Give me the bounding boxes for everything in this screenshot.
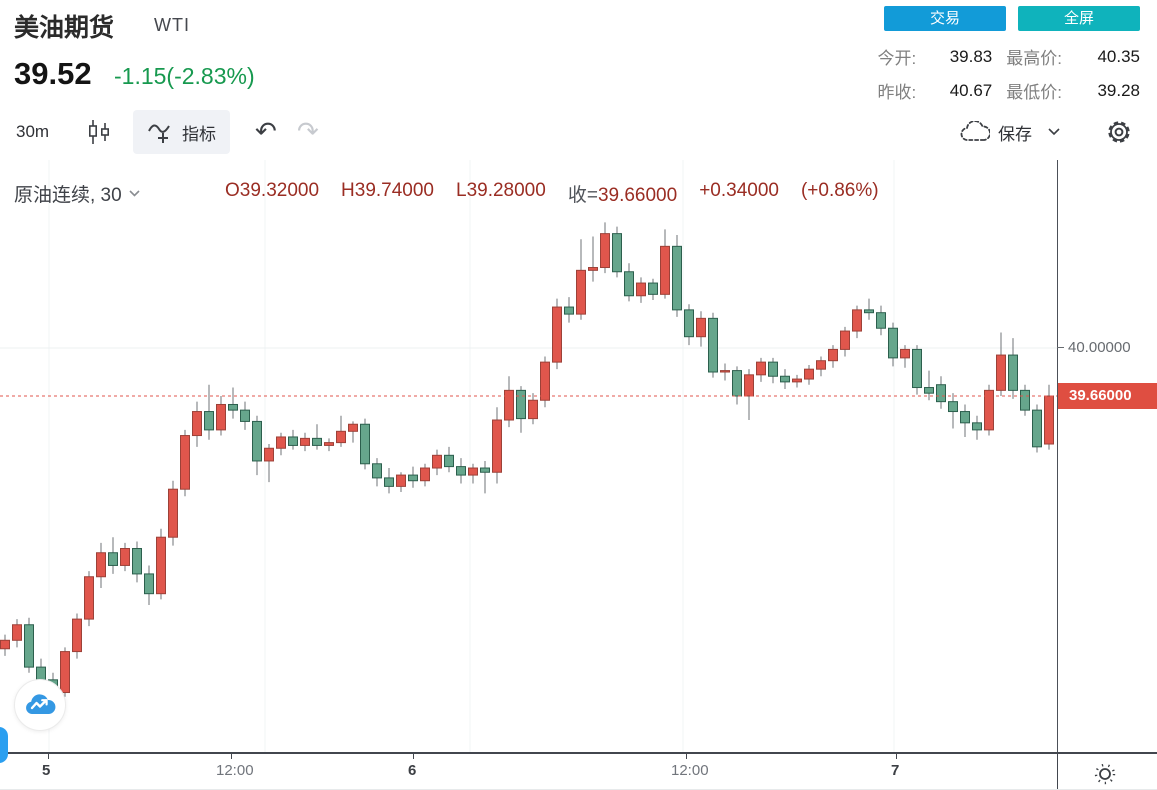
legend-open: O39.32000 <box>225 180 320 201</box>
gear-icon[interactable] <box>1104 117 1134 147</box>
chart-provider-logo[interactable] <box>14 679 66 731</box>
daily-stats: 今开: 39.83 最高价: 40.35 昨收: 40.67 最低价: 39.2… <box>878 44 1140 103</box>
stat-prevclose-value: 40.67 <box>949 80 993 100</box>
time-axis-tick <box>896 754 897 759</box>
time-axis-label: 5 <box>42 762 51 779</box>
save-layout-button[interactable]: 保存 <box>960 108 1060 156</box>
legend-symbol-label: 原油连续, 30 <box>14 185 122 206</box>
save-label: 保存 <box>998 124 1032 144</box>
time-axis-tick <box>48 754 49 759</box>
indicators-label: 指标 <box>182 124 216 144</box>
candlestick-style-icon[interactable] <box>86 119 112 145</box>
legend-high: H39.74000 <box>341 180 434 201</box>
stat-open-label: 今开: <box>877 49 917 68</box>
indicator-wave-plus-icon <box>148 124 170 143</box>
stat-open-value: 39.83 <box>949 46 993 66</box>
last-price: 39.52 <box>14 56 92 91</box>
symbol-code: WTI <box>154 15 190 35</box>
stat-low-label: 最低价: <box>1006 83 1062 102</box>
page-title: 美油期货 <box>14 14 115 42</box>
time-axis-tick <box>413 754 414 759</box>
fullscreen-button[interactable]: 全屏 <box>1018 6 1140 31</box>
sun-icon[interactable] <box>1090 761 1120 787</box>
price-axis-label: 40.00000 <box>1068 339 1131 356</box>
price-axis[interactable] <box>1057 160 1058 789</box>
undo-icon[interactable]: ↶ <box>255 116 277 146</box>
legend-close: 收=39.66000 <box>567 185 678 206</box>
axis-corner-separator <box>1057 754 1058 789</box>
cloud-chart-logo-icon <box>26 694 56 714</box>
time-axis-label: 7 <box>891 762 900 779</box>
candlestick-chart-svg <box>0 160 1057 752</box>
stat-prevclose-label: 昨收: <box>877 83 917 102</box>
time-axis-label: 12:00 <box>216 762 254 779</box>
last-price-tag: 39.66000 <box>1058 383 1157 409</box>
chevron-down-icon <box>129 190 140 197</box>
chevron-down-icon <box>1048 128 1060 136</box>
time-axis[interactable]: 5 12:00 6 12:00 7 <box>0 752 1157 789</box>
redo-icon[interactable]: ↷ <box>297 116 319 146</box>
legend-change-pct: (+0.86%) <box>800 180 879 201</box>
stat-high-value: 40.35 <box>1097 46 1140 66</box>
time-axis-label: 12:00 <box>671 762 709 779</box>
trade-button[interactable]: 交易 <box>884 6 1006 31</box>
stat-high-label: 最高价: <box>1006 49 1062 68</box>
candlestick-chart[interactable] <box>0 160 1058 752</box>
time-axis-label: 6 <box>408 762 417 779</box>
stat-low-value: 39.28 <box>1097 80 1140 100</box>
left-edge-blue-tab[interactable] <box>0 727 8 763</box>
chart-legend-symbol[interactable]: 原油连续, 30 <box>14 180 140 207</box>
legend-low: L39.28000 <box>456 180 546 201</box>
cloud-save-icon <box>960 121 990 141</box>
indicators-button[interactable]: 指标 <box>133 110 230 154</box>
time-axis-tick <box>231 754 232 759</box>
price-axis-tick <box>1057 347 1064 348</box>
legend-change-abs: +0.34000 <box>699 180 779 201</box>
price-change: -1.15(-2.83%) <box>114 63 255 89</box>
interval-selector[interactable]: 30m <box>16 122 50 141</box>
chart-toolbar: 30m 指标 ↶ ↷ 保存 <box>0 108 1157 156</box>
legend-ohlc-values: O39.32000 H39.74000 L39.28000 收=39.66000… <box>225 180 879 207</box>
time-axis-tick <box>686 754 687 759</box>
